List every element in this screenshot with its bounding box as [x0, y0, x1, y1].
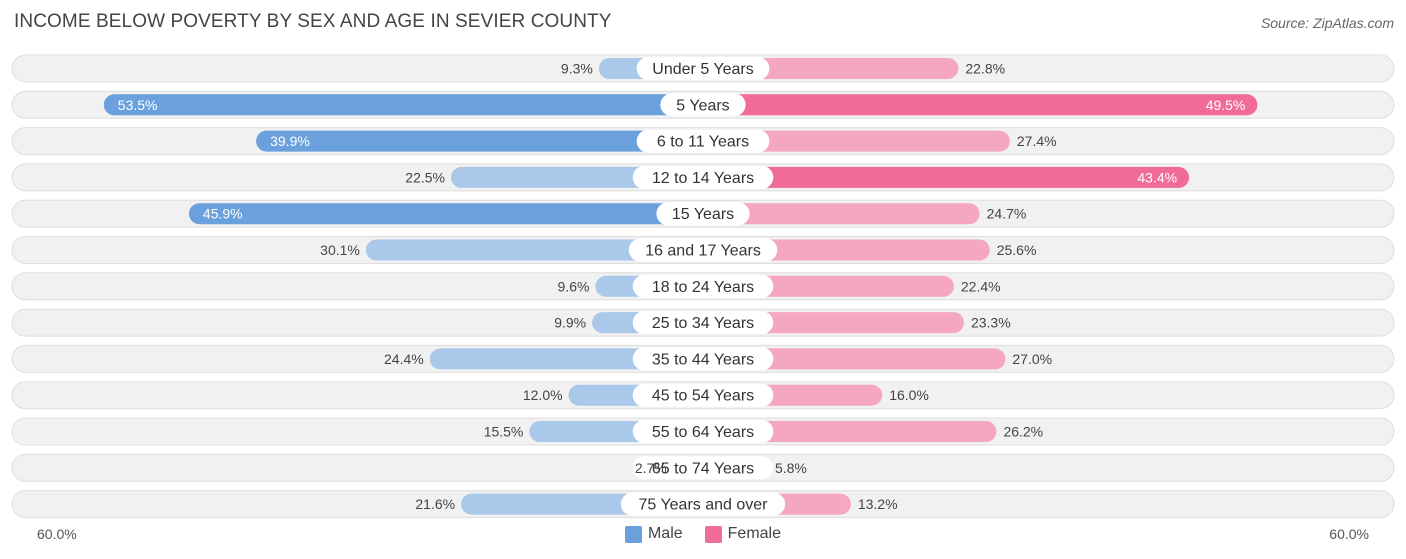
category-label: 18 to 24 Years	[652, 279, 754, 296]
bar-row: 25 to 34 Years 9.9% 23.3%	[11, 308, 1395, 337]
bar-row: Under 5 Years 9.3% 22.8%	[11, 54, 1395, 83]
category-label: 15 Years	[672, 206, 734, 223]
bar-female[interactable]	[703, 203, 980, 225]
value-label-female: 49.5%	[1206, 97, 1246, 113]
legend-label-female: Female	[727, 525, 782, 542]
value-label-male: 53.5%	[118, 97, 158, 113]
value-label-male: 9.9%	[554, 315, 586, 331]
chart-title: INCOME BELOW POVERTY BY SEX AND AGE IN S…	[14, 11, 612, 32]
legend-label-male: Male	[647, 525, 683, 542]
value-label-female: 24.7%	[987, 206, 1027, 222]
source-label[interactable]: Source: ZipAtlas.com	[1260, 15, 1394, 31]
bar-female[interactable]	[703, 166, 1190, 188]
category-pill	[632, 274, 774, 298]
axis-left-label: 60.0%	[37, 526, 77, 542]
category-label: 25 to 34 Years	[652, 315, 754, 332]
bar-row: 6 to 11 Years 39.9% 27.4%	[11, 127, 1395, 156]
value-label-female: 16.0%	[889, 387, 929, 403]
category-label: 16 and 17 Years	[645, 243, 761, 260]
value-label-female: 13.2%	[858, 496, 898, 512]
category-label: Under 5 Years	[652, 61, 753, 78]
category-pill	[620, 492, 786, 516]
legend: Male Female	[0, 525, 1406, 543]
category-pill	[632, 347, 774, 371]
legend-swatch-male	[624, 525, 642, 543]
bar-row: 45 to 54 Years 12.0% 16.0%	[11, 381, 1395, 410]
bar-male[interactable]	[365, 239, 703, 261]
value-label-male: 21.6%	[415, 496, 455, 512]
legend-item-male[interactable]: Male	[624, 525, 683, 543]
value-label-female: 5.8%	[775, 460, 807, 476]
bar-female[interactable]	[703, 130, 1010, 152]
category-pill	[632, 383, 774, 407]
category-label: 65 to 74 Years	[652, 460, 754, 477]
bar-row: 55 to 64 Years 15.5% 26.2%	[11, 417, 1395, 446]
category-label: 35 to 44 Years	[652, 351, 754, 368]
category-label: 55 to 64 Years	[652, 424, 754, 441]
value-label-male: 45.9%	[203, 206, 243, 222]
bar-female[interactable]	[703, 348, 1006, 370]
bar-row: 15 Years 45.9% 24.7%	[11, 199, 1395, 228]
bar-female[interactable]	[703, 421, 997, 442]
bar-male[interactable]	[188, 203, 704, 225]
value-label-male: 24.4%	[384, 351, 424, 367]
value-label-female: 27.4%	[1017, 133, 1057, 149]
value-label-male: 30.1%	[320, 242, 360, 258]
bar-female[interactable]	[703, 94, 1258, 116]
category-label: 45 to 54 Years	[652, 388, 754, 405]
category-pill	[628, 238, 778, 262]
value-label-female: 22.4%	[961, 278, 1001, 294]
value-label-female: 26.2%	[1003, 424, 1043, 440]
value-label-female: 25.6%	[997, 242, 1037, 258]
bar-row: 75 Years and over 21.6% 13.2%	[11, 490, 1395, 519]
category-pill	[636, 129, 770, 153]
value-label-male: 2.7%	[635, 460, 667, 476]
bar-row: 18 to 24 Years 9.6% 22.4%	[11, 272, 1395, 301]
bar-male[interactable]	[103, 94, 704, 116]
bar-row: 5 Years 53.5% 49.5%	[11, 90, 1395, 119]
category-pill	[632, 165, 774, 189]
value-label-male: 9.3%	[561, 61, 593, 77]
legend-swatch-female	[704, 525, 722, 543]
chart-area: Under 5 Years 9.3% 22.8% 5 Years 53.5% 49.5% 6…	[11, 54, 1395, 519]
category-label: 12 to 14 Years	[652, 170, 754, 187]
category-pill	[660, 93, 746, 117]
bar-row: 12 to 14 Years 22.5% 43.4%	[11, 163, 1395, 192]
value-label-male: 15.5%	[484, 424, 524, 440]
category-label: 6 to 11 Years	[657, 134, 749, 151]
value-label-male: 12.0%	[523, 387, 563, 403]
category-pill	[632, 420, 774, 443]
category-pill	[636, 57, 770, 80]
value-label-male: 9.6%	[558, 278, 590, 294]
category-label: 5 Years	[676, 97, 729, 114]
category-label: 75 Years and over	[639, 497, 769, 514]
value-label-female: 22.8%	[965, 61, 1005, 77]
category-pill	[632, 456, 774, 480]
value-label-female: 23.3%	[971, 315, 1011, 331]
axis-right-label: 60.0%	[1329, 526, 1369, 542]
category-pill	[632, 311, 774, 335]
bar-male[interactable]	[256, 130, 703, 152]
value-label-female: 43.4%	[1137, 169, 1177, 185]
legend-item-female[interactable]: Female	[704, 525, 782, 543]
category-pill	[656, 202, 750, 226]
bar-row: 16 and 17 Years 30.1% 25.6%	[11, 236, 1395, 264]
value-label-male: 39.9%	[270, 133, 310, 149]
bar-row: 35 to 44 Years 24.4% 27.0%	[11, 344, 1395, 373]
value-label-female: 27.0%	[1012, 351, 1052, 367]
value-label-male: 22.5%	[405, 169, 445, 185]
